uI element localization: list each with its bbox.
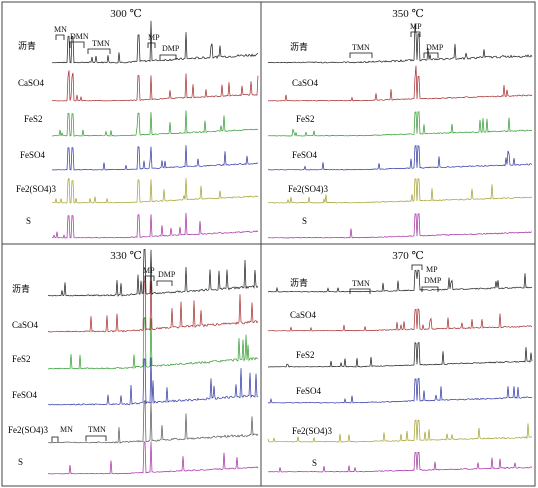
- trace-1-3: [267, 145, 533, 171]
- trace-2-4: [47, 399, 259, 444]
- panel-title-370: 370 ℃: [392, 250, 424, 262]
- trace-1-5: [267, 213, 533, 239]
- series-label-caso4-330: CaSO4: [12, 320, 39, 330]
- trace-2-0: [48, 248, 259, 297]
- series-label-fe2so43-300: Fe2(SO4)3: [16, 184, 56, 194]
- series-label-caso4-370: CaSO4: [290, 310, 317, 320]
- series-label-fes2-330: FeS2: [12, 354, 31, 364]
- bracket-mp-350: [410, 31, 421, 37]
- panel-title-350: 350 ℃: [392, 8, 424, 20]
- annotation-tmn-330: TMN: [88, 425, 106, 434]
- panel-title-330: 330 ℃: [110, 250, 142, 262]
- series-label-asphalt-300: 沥青: [18, 40, 36, 51]
- trace-1-4: [267, 178, 533, 204]
- trace-1-2: [267, 111, 533, 137]
- annotation-mp-350: MP: [410, 22, 422, 31]
- annotation-mn-330: MN: [60, 425, 73, 434]
- trace-1-1: [268, 65, 533, 102]
- annotation-mp-300: MP: [148, 33, 160, 42]
- series-label-feso4-370: FeSO4: [296, 386, 322, 396]
- series-label-fe2so43-350: Fe2(SO4)3: [288, 184, 328, 194]
- panel-frame-330: [1, 243, 262, 487]
- series-label-fes2-300: FeS2: [24, 114, 43, 124]
- annotation-dmp-350: DMP: [426, 43, 444, 52]
- series-label-feso4-300: FeSO4: [20, 150, 46, 160]
- trace-0-2: [51, 110, 259, 137]
- annotation-dmp-370: DMP: [424, 276, 442, 285]
- trace-3-3: [267, 377, 533, 404]
- annotation-tmn-370: TMN: [352, 279, 370, 288]
- annotation-mn-300: MN: [54, 25, 67, 34]
- bracket-dmp-330: [156, 280, 173, 286]
- trace-2-3: [48, 357, 259, 406]
- trace-0-0: [51, 20, 259, 64]
- trace-3-2: [267, 341, 533, 368]
- annotations-300: MN DMN TMN MP DMP: [54, 25, 180, 60]
- trace-1-0: [267, 23, 533, 64]
- trace-2-1: [47, 279, 259, 333]
- bracket-tmn-350: [349, 52, 373, 58]
- trace-0-3: [51, 145, 259, 171]
- bracket-dmp-300: [159, 54, 177, 60]
- panel-frame-370: [260, 243, 536, 487]
- series-label-fes2-350: FeS2: [296, 114, 315, 124]
- bracket-dmn-300: [69, 41, 85, 48]
- annotations-330: MP DMP MN TMN: [51, 266, 176, 442]
- trace-2-2: [47, 316, 259, 370]
- series-label-fe2so43-370: Fe2(SO4)3: [292, 426, 332, 436]
- annotation-tmn-300: TMN: [92, 39, 110, 48]
- series-label-asphalt-350: 沥青: [290, 41, 308, 52]
- annotation-dmp-330: DMP: [158, 270, 176, 279]
- series-label-s-330: S: [18, 457, 23, 467]
- annotation-dmn-300: DMN: [70, 32, 89, 41]
- trace-3-1: [267, 308, 533, 332]
- bracket-dmp-350: [423, 52, 439, 58]
- bracket-tmn-330: [85, 435, 107, 441]
- chromatogram-traces: [47, 20, 533, 475]
- series-label-caso4-350: CaSO4: [292, 78, 319, 88]
- trace-2-5: [47, 441, 259, 475]
- trace-3-5: [267, 451, 533, 473]
- bracket-mp-330: [144, 275, 155, 281]
- series-label-feso4-350: FeSO4: [292, 150, 318, 160]
- series-label-asphalt-330: 沥青: [12, 283, 30, 294]
- series-label-feso4-330: FeSO4: [12, 390, 38, 400]
- trace-3-0: [267, 269, 533, 293]
- series-label-fes2-370: FeS2: [296, 350, 315, 360]
- trace-0-1: [51, 70, 259, 102]
- trace-3-4: [267, 419, 533, 443]
- annotations-370: MP DMP TMN: [349, 264, 442, 294]
- series-label-s-370: S: [312, 458, 317, 468]
- annotations-350: MP TMN DMP: [349, 22, 444, 58]
- bracket-tmn-300: [87, 48, 111, 54]
- trace-0-4: [52, 177, 259, 204]
- series-label-fe2so43-330: Fe2(SO4)3: [8, 425, 48, 435]
- series-label-asphalt-370: 沥青: [290, 277, 308, 288]
- series-label-s-300: S: [26, 216, 31, 226]
- trace-0-5: [52, 212, 259, 239]
- bracket-mn-330: [51, 436, 59, 442]
- annotation-dmp-300: DMP: [162, 44, 180, 53]
- annotation-mp-330: MP: [143, 266, 155, 275]
- bracket-mp-370: [411, 264, 423, 270]
- bracket-mn-300: [55, 34, 65, 40]
- annotation-tmn-350: TMN: [352, 43, 370, 52]
- panel-title-300: 300 ℃: [110, 8, 142, 20]
- annotation-mp-370: MP: [426, 265, 438, 274]
- series-label-caso4-300: CaSO4: [18, 78, 45, 88]
- series-label-s-350: S: [302, 216, 307, 226]
